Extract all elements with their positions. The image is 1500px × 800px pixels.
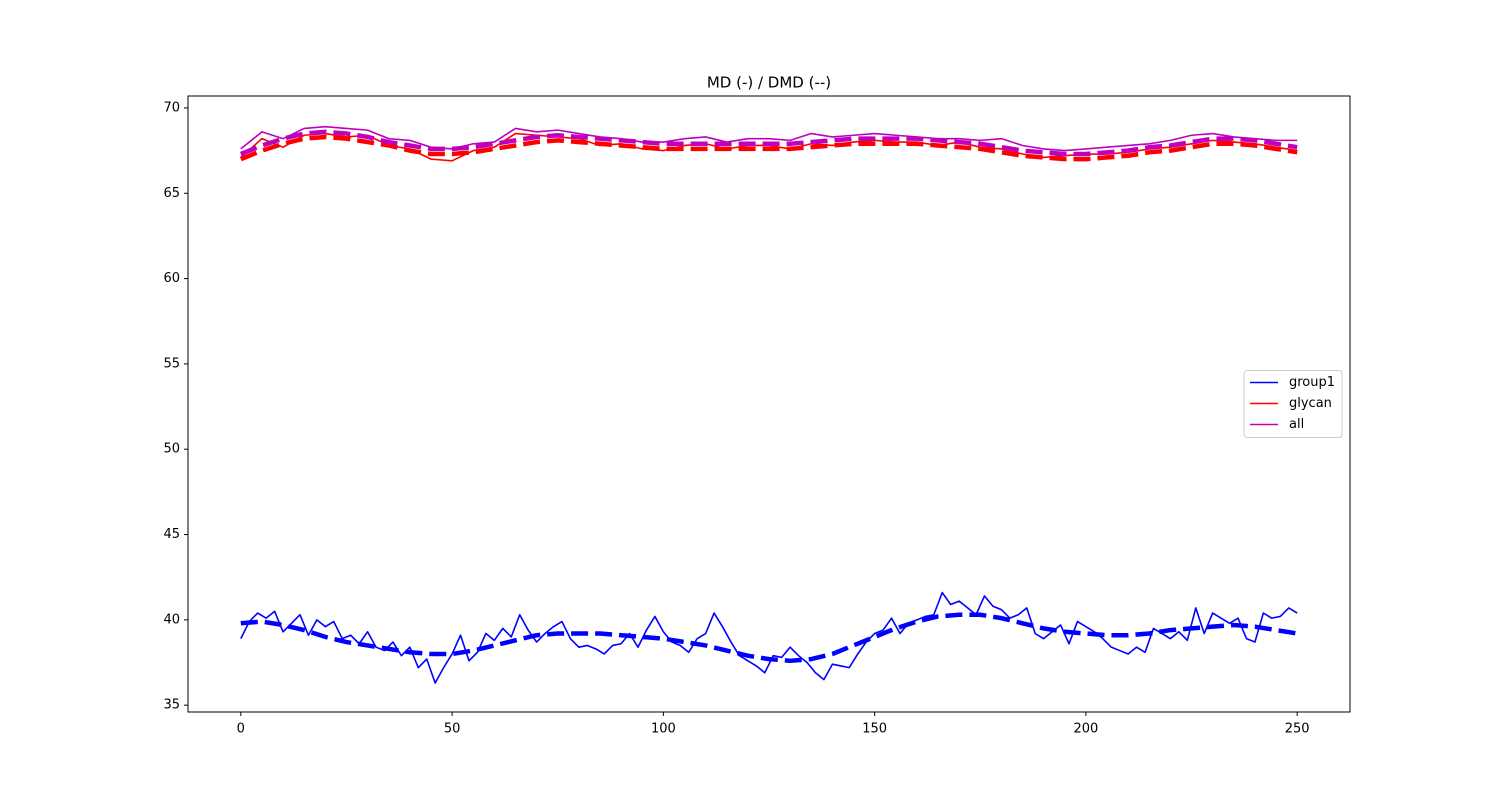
line [240,125,1298,152]
y-tick-label: 50 [163,442,180,457]
y-tick-label: 60 [163,271,180,286]
y-tick-label: 55 [163,356,180,371]
x-tick-label: 150 [862,722,887,737]
y-tick-label: 45 [163,527,180,542]
legend-label: glycan [1289,396,1332,411]
dashed-line [239,134,1298,162]
x-tick-label: 0 [237,722,245,737]
legend-label: all [1289,417,1304,432]
legend-box [1243,370,1343,438]
line [240,591,1298,684]
dashed-line [239,129,1298,157]
y-tick-label: 65 [163,186,180,201]
x-tick-label: 100 [651,722,676,737]
chart-title: MD (-) / DMD (--) [707,74,831,92]
legend-label: group1 [1289,375,1335,390]
y-tick-label: 35 [163,698,180,713]
x-tick-label: 50 [444,722,461,737]
x-tick-label: 200 [1073,722,1098,737]
x-tick-label: 250 [1285,722,1310,737]
y-tick-label: 70 [163,100,180,115]
plot-frame [187,95,1351,713]
y-tick-label: 40 [163,612,180,627]
dashed-line [240,612,1298,664]
